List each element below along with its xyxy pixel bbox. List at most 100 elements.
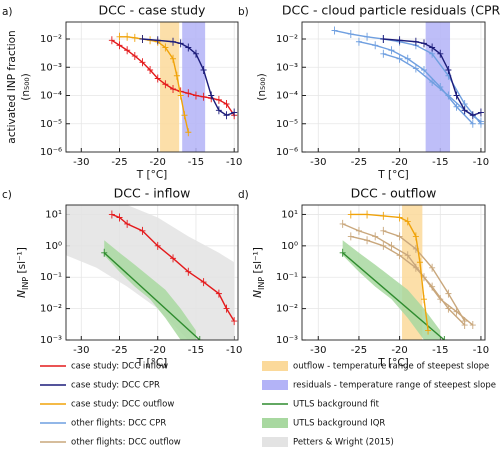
x-axis-label: T [°C] [136, 357, 168, 369]
data-point [185, 128, 192, 137]
y-tick-label: 10⁰ [281, 241, 298, 252]
data-point [364, 210, 371, 219]
data-point [196, 336, 203, 340]
data-point [469, 119, 476, 128]
legend-swatch [262, 380, 288, 390]
legend-label: outflow - temperature range of steepest … [293, 362, 489, 372]
plot-frame [65, 204, 239, 341]
data-point [380, 241, 387, 250]
data-point [116, 213, 123, 222]
plot-frame [301, 21, 486, 153]
data-point [412, 232, 419, 241]
legend-label: UTLS background IQR [293, 419, 385, 429]
y-label-sub: INP [257, 277, 266, 290]
x-tick-label: -20 [150, 157, 166, 168]
x-tick-label: -15 [432, 157, 448, 168]
range-area [66, 205, 235, 340]
range-area [342, 240, 441, 340]
plot-frame [301, 204, 486, 341]
data-point [364, 236, 371, 245]
y-tick-label: 10⁻³ [40, 335, 62, 346]
x-axis-label: T [°C] [136, 169, 168, 181]
data-point [124, 32, 131, 41]
panel-title: DCC - case study [99, 3, 207, 18]
data-point [231, 317, 238, 326]
y-axis-label: (n₅₀₀) [256, 73, 268, 100]
y-tick-label: 10⁻³ [276, 62, 298, 73]
y-axis-label: activated INP fraction [6, 30, 18, 143]
data-point [231, 108, 238, 117]
panel-title: DCC - cloud particle residuals (CPR) [282, 3, 500, 18]
data-point [416, 258, 423, 267]
data-point [185, 267, 192, 276]
y-tick-label: 10⁻¹ [276, 272, 298, 283]
y-label-unit: [sl⁻¹] [16, 247, 28, 277]
data-point [339, 248, 346, 257]
plot-area [108, 22, 238, 152]
data-point [453, 102, 460, 111]
legend-label: case study: DCC CPR [71, 381, 160, 391]
legend-label: case study: DCC inflow [71, 362, 168, 372]
data-point [429, 78, 436, 87]
data-point [437, 49, 444, 58]
y-tick-label: 10⁻² [40, 34, 62, 45]
data-point [181, 111, 188, 120]
data-point [101, 248, 108, 257]
data-point [372, 41, 379, 50]
data-point [200, 65, 207, 74]
data-line [342, 252, 445, 340]
data-point [429, 263, 436, 272]
data-point [404, 251, 411, 260]
data-point [215, 95, 222, 104]
legend-label: case study: DCC outflow [71, 400, 174, 410]
legend-swatch [262, 437, 288, 447]
x-tick-label: -10 [473, 345, 489, 356]
data-point [396, 251, 403, 260]
data-point [461, 106, 468, 115]
panel-letter: a) [2, 6, 13, 18]
data-point [388, 46, 395, 55]
data-point [185, 89, 192, 98]
legend-label: Petters & Wright (2015) [293, 438, 394, 448]
data-point [347, 30, 354, 39]
data-point [421, 295, 427, 304]
data-point [477, 108, 484, 117]
data-point [380, 49, 387, 58]
y-tick-label: 10⁰ [45, 241, 62, 252]
temperature-span [182, 22, 206, 152]
plot-area [339, 205, 476, 340]
panel-title: DCC - outflow [351, 186, 437, 201]
data-point [131, 52, 138, 61]
data-point [445, 304, 452, 313]
x-tick-label: -15 [432, 345, 448, 356]
data-point [177, 39, 184, 48]
data-point [421, 39, 427, 48]
data-point [461, 317, 468, 326]
data-point [355, 226, 362, 235]
data-point [170, 254, 177, 263]
x-tick-label: -25 [351, 345, 367, 356]
data-point [425, 326, 432, 335]
data-point [469, 321, 476, 330]
y-tick-label: 10¹ [45, 209, 62, 220]
data-point [139, 58, 146, 67]
x-tick-label: -10 [226, 345, 242, 356]
data-point [396, 36, 403, 45]
data-point [108, 210, 115, 219]
x-tick-label: -10 [473, 157, 489, 168]
data-point [421, 65, 427, 74]
legend-label: residuals - temperature range of steepes… [293, 381, 496, 391]
x-tick-label: -30 [73, 157, 89, 168]
panel-letter: b) [238, 6, 249, 18]
x-tick-label: -20 [150, 345, 166, 356]
data-point [215, 106, 222, 115]
y-tick-label: 10⁻⁶ [40, 147, 62, 158]
data-point [339, 219, 346, 228]
data-point [116, 32, 123, 41]
data-point [124, 46, 131, 55]
data-point [445, 91, 452, 100]
data-point [404, 54, 411, 63]
data-point [477, 117, 484, 126]
y-tick-label: 10⁻⁴ [40, 91, 62, 102]
y-tick-label: 10⁻⁵ [40, 119, 62, 130]
